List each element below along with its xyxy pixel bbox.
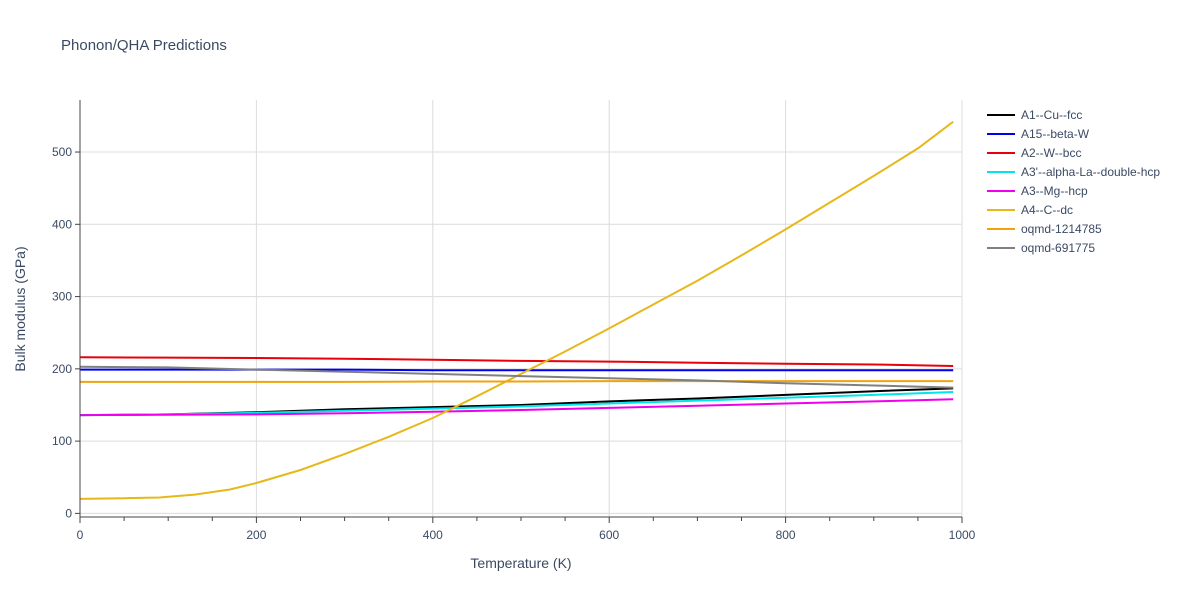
series-line-6 [80, 380, 954, 383]
x-tick-label: 800 [776, 528, 796, 542]
series-line-2 [79, 356, 954, 367]
legend-item[interactable]: A1--Cu--fcc [987, 108, 1082, 122]
series-line-7 [79, 365, 954, 389]
legend-label: A4--C--dc [1021, 203, 1073, 217]
legend-label: A15--beta-W [1021, 127, 1090, 141]
legend-label: A3--Mg--hcp [1021, 184, 1088, 198]
series-line-3 [79, 391, 954, 417]
y-tick-label: 300 [52, 290, 72, 304]
series-line-5 [79, 120, 954, 500]
x-axis-title: Temperature (K) [470, 555, 571, 571]
grid [79, 100, 963, 517]
x-tick-label: 600 [599, 528, 619, 542]
y-tick-label: 400 [52, 217, 72, 231]
y-tick-label: 200 [52, 362, 72, 376]
legend-item[interactable]: A3--Mg--hcp [987, 184, 1088, 198]
legend-item[interactable]: oqmd-691775 [987, 241, 1095, 255]
y-tick-label: 0 [65, 506, 72, 520]
legend-item[interactable]: A4--C--dc [987, 203, 1073, 217]
legend-item[interactable]: A15--beta-W [987, 127, 1090, 141]
chart-title: Phonon/QHA Predictions [61, 37, 227, 54]
legend-label: oqmd-691775 [1021, 241, 1095, 255]
legend-label: A1--Cu--fcc [1021, 108, 1082, 122]
legend-item[interactable]: A3'--alpha-La--double-hcp [987, 165, 1160, 179]
axes: 0 200 400 600 800 1000 0 100 200 300 400 500 [52, 100, 976, 542]
legend-label: A3'--alpha-La--double-hcp [1021, 165, 1160, 179]
x-tick-label: 1000 [949, 528, 976, 542]
y-axis-title: Bulk modulus (GPa) [12, 246, 28, 371]
series-line-1 [80, 368, 954, 372]
y-tick-label: 500 [52, 145, 72, 159]
legend-label: A2--W--bcc [1021, 146, 1081, 160]
x-tick-label: 400 [423, 528, 443, 542]
legend-item[interactable]: A2--W--bcc [987, 146, 1081, 160]
x-tick-label: 0 [77, 528, 84, 542]
plot-area [79, 120, 954, 500]
legend-label: oqmd-1214785 [1021, 222, 1102, 236]
y-tick-label: 100 [52, 434, 72, 448]
x-tick-label: 200 [246, 528, 266, 542]
series-line-4 [79, 398, 954, 417]
legend-item[interactable]: oqmd-1214785 [987, 222, 1102, 236]
legend[interactable]: A1--Cu--fcc A15--beta-W A2--W--bcc A3'--alp… [987, 108, 1160, 255]
